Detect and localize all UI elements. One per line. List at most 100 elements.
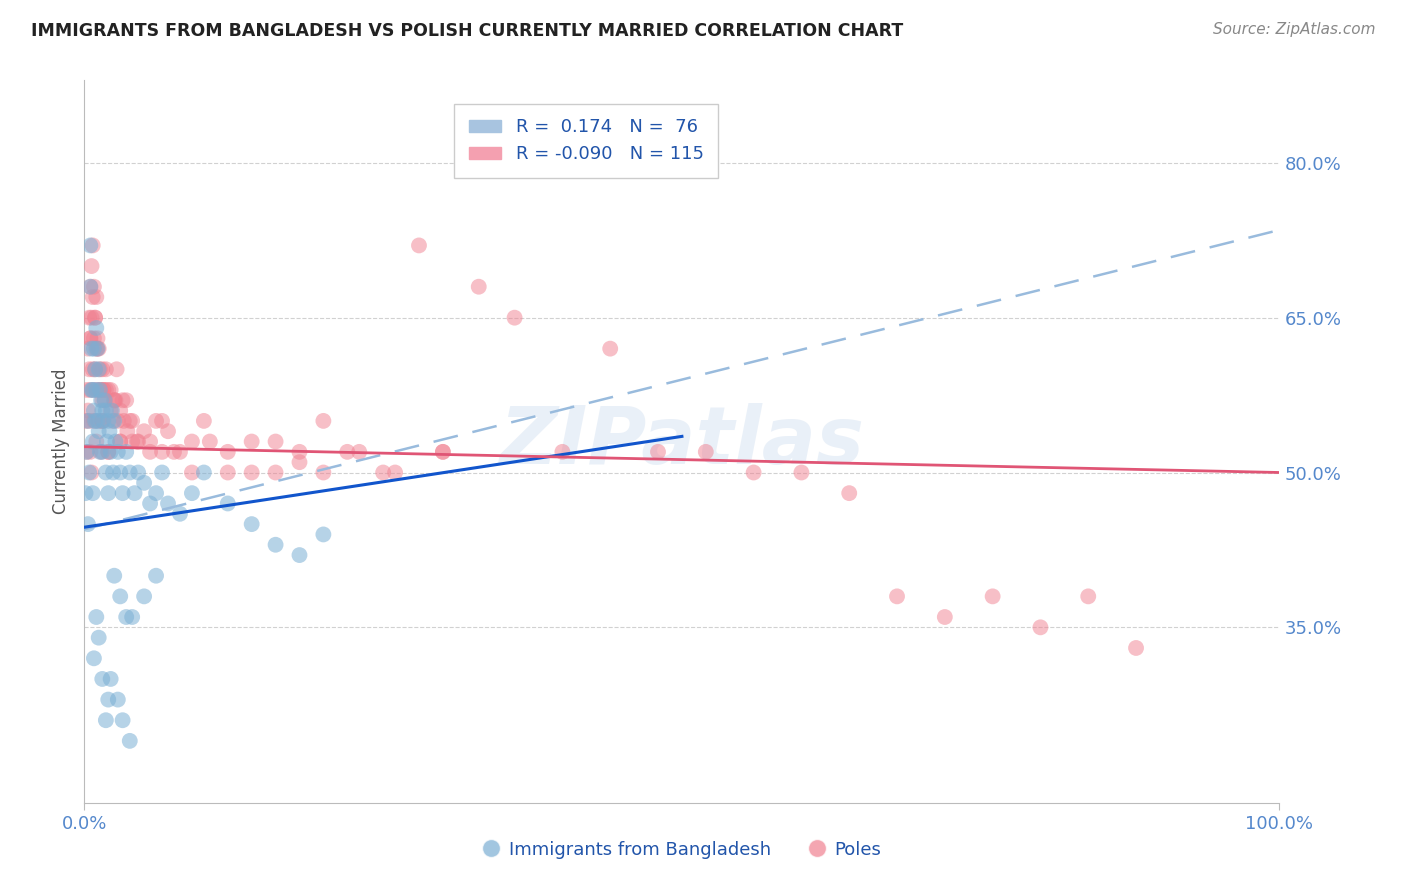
Point [94,403,117,417]
Point [145,486,167,500]
Point [86,383,108,397]
Point [77,414,100,428]
Point [89,383,111,397]
Point [80,342,103,356]
Y-axis label: Currently Married: Currently Married [52,368,70,515]
Point [198,434,221,449]
Point [89,383,111,397]
Point [157,496,180,510]
Point [86,331,108,345]
Point [169,445,191,459]
Point [264,538,287,552]
Point [125,434,148,449]
Point [93,414,115,428]
Point [103,414,125,428]
Point [82,290,104,304]
Point [181,434,204,449]
Point [838,486,860,500]
Point [118,466,141,480]
Point [87,424,110,438]
Point [79,331,101,345]
Point [107,445,129,459]
Point [93,383,115,397]
Point [91,393,114,408]
Point [100,383,122,397]
Point [93,383,115,397]
Point [288,548,311,562]
Point [110,403,132,417]
Point [121,414,143,428]
Point [86,342,108,356]
Point [432,445,454,459]
Point [139,496,162,510]
Point [103,568,125,582]
Point [83,331,105,345]
Point [93,393,115,408]
Point [336,445,359,459]
Point [94,383,117,397]
Point [132,590,156,604]
Point [124,486,146,500]
Point [82,383,104,397]
Point [107,414,129,428]
Point [84,362,107,376]
Point [121,610,143,624]
Point [145,568,167,582]
Point [117,424,139,438]
Point [90,393,112,408]
Point [111,713,134,727]
Point [91,672,114,686]
Point [503,310,526,325]
Point [75,486,97,500]
Legend: Immigrants from Bangladesh, Poles: Immigrants from Bangladesh, Poles [475,834,889,866]
Point [217,445,239,459]
Point [139,434,162,449]
Point [82,238,104,252]
Point [87,631,110,645]
Point [80,383,103,397]
Point [77,310,100,325]
Point [181,486,204,500]
Point [695,445,717,459]
Point [86,383,108,397]
Point [104,434,127,449]
Point [157,424,180,438]
Point [240,466,263,480]
Point [77,342,100,356]
Point [91,403,114,417]
Point [86,414,108,428]
Point [97,445,120,459]
Point [79,383,101,397]
Point [82,486,104,500]
Point [90,383,112,397]
Point [105,362,128,376]
Point [104,393,127,408]
Point [103,393,125,408]
Point [115,610,138,624]
Point [790,466,813,480]
Point [373,466,395,480]
Point [89,362,111,376]
Point [87,414,110,428]
Point [1125,640,1147,655]
Point [217,466,239,480]
Point [89,445,111,459]
Point [76,383,98,397]
Point [94,466,117,480]
Point [163,445,186,459]
Point [83,342,105,356]
Point [264,434,287,449]
Point [240,434,263,449]
Point [86,610,108,624]
Point [90,445,112,459]
Point [121,434,143,449]
Point [79,445,101,459]
Point [599,342,621,356]
Point [79,331,101,345]
Point [264,466,287,480]
Point [79,238,101,252]
Point [79,279,101,293]
Point [103,393,125,408]
Point [77,362,100,376]
Point [80,310,103,325]
